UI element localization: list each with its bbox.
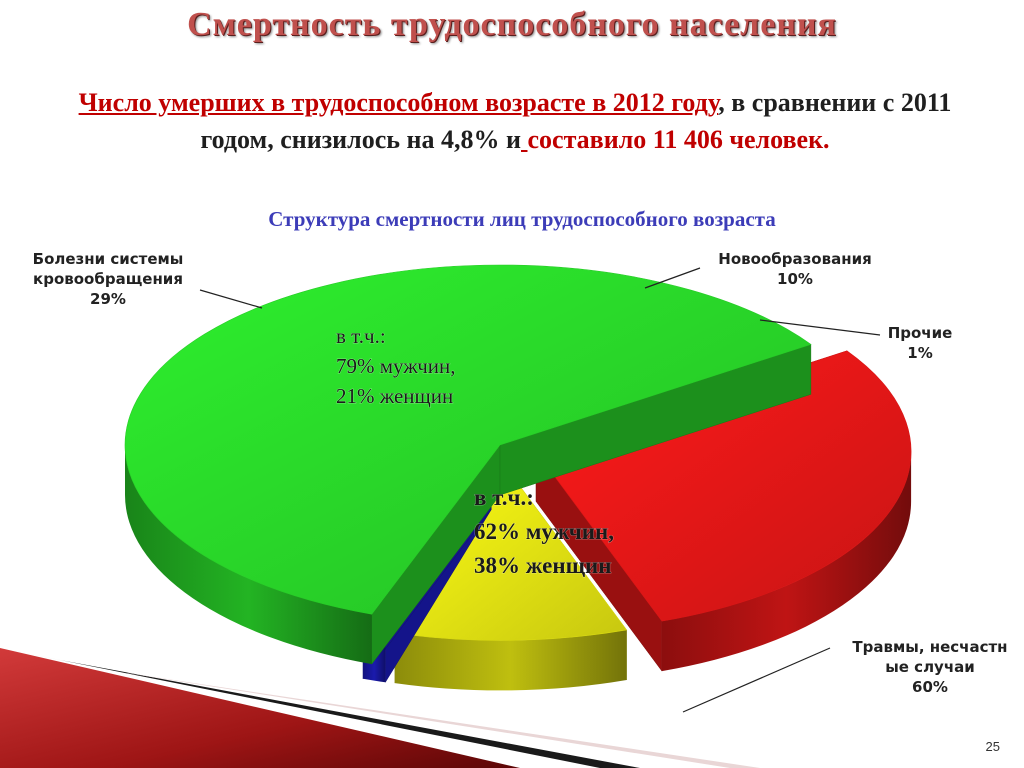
slice-label-1-line-1: кровообращения: [33, 270, 183, 288]
slice-label-2: Новообразования 10%: [718, 250, 871, 288]
slice-label-3-line-0: Прочие: [888, 324, 953, 342]
slice-label-0-line-0: Травмы, несчастн: [852, 638, 1007, 656]
pie-slice-2-rim-0: [394, 629, 627, 691]
headline-text: Число умерших в трудоспособном возрасте …: [40, 84, 990, 158]
page-number: 25: [985, 739, 1000, 754]
slice-callout-1-line-2: 21% женщин: [336, 384, 453, 408]
slice-leader-line-3: [759, 319, 881, 336]
slice-label-1: Болезни системы кровообращения 29%: [33, 250, 184, 308]
pie-slice-0-rim-0: [124, 445, 372, 665]
slice-callout-1: в т.ч.: 79% мужчин, 21% женщин: [336, 324, 456, 408]
page-title: Смертность трудоспособного населения: [187, 6, 837, 43]
slice-label-1-line-2: 29%: [90, 290, 126, 308]
pie-slice-0-top: [124, 264, 812, 615]
slice-label-2-line-1: 10%: [777, 270, 813, 288]
slice-callout-1-line-1: 79% мужчин,: [336, 354, 456, 378]
chart-subtitle: Структура смертности лиц трудоспособного…: [268, 207, 776, 231]
slice-label-0-line-1: ые случаи: [885, 658, 975, 676]
slice-label-0-line-2: 60%: [912, 678, 948, 696]
slice-label-3: Прочие 1%: [888, 324, 953, 362]
slice-label-0: Травмы, несчастн ые случаи 60%: [852, 638, 1007, 696]
slice-callout-1-line-0: в т.ч.:: [336, 324, 386, 348]
slice-callout-0-line-1: 62% мужчин,: [474, 519, 614, 544]
headline-part-4: составило 11 406 человек.: [527, 125, 830, 154]
headline-part-2: , в сравнении с 2011 годом, снизилось на…: [200, 88, 952, 154]
slice-callout-0: в т.ч.: 62% мужчин, 38% женщин: [474, 485, 614, 578]
slice-label-3-line-1: 1%: [907, 344, 932, 362]
slice-leader-line-0: [682, 647, 831, 713]
slice-leader-line-2: [644, 267, 701, 289]
slice-leader-line-1: [199, 289, 263, 309]
pie-slice-1-top: [535, 350, 912, 622]
slice-label-1-line-0: Болезни системы: [33, 250, 184, 268]
slice-label-2-line-0: Новообразования: [718, 250, 871, 268]
headline-part-1: Число умерших в трудоспособном возрасте …: [78, 88, 719, 117]
pie-slice-1-rim-0: [661, 451, 912, 672]
pie-slice-0: [124, 264, 812, 665]
slice-callout-0-line-2: 38% женщин: [474, 553, 612, 578]
slice-callout-0-line-0: в т.ч.:: [474, 485, 534, 510]
